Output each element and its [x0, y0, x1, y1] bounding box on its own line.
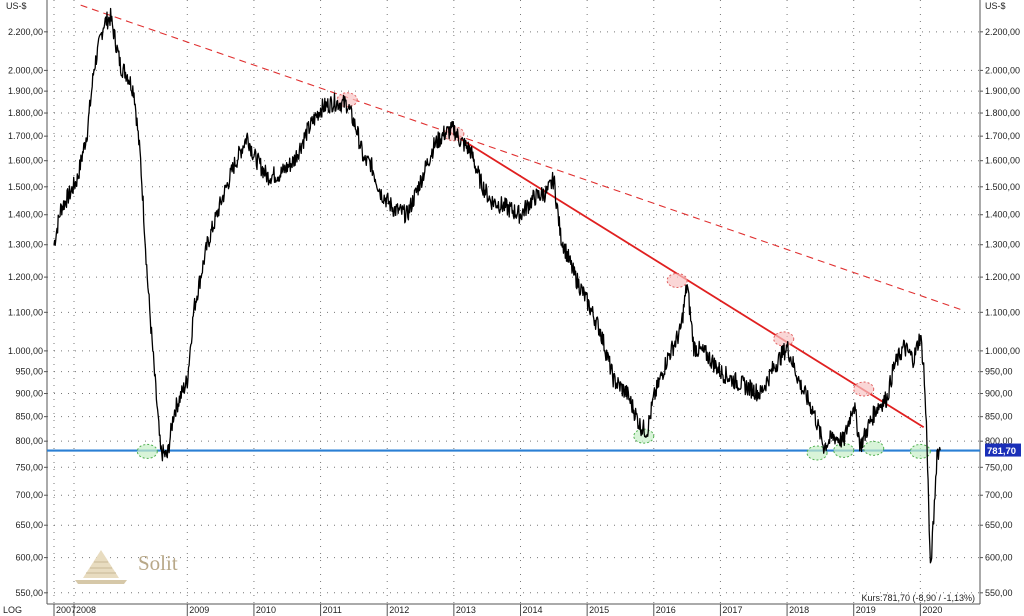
solit-logo: Solit	[75, 550, 178, 584]
price-series-line	[53, 7, 941, 564]
y-tick-label-right: 1.700,00	[985, 131, 1020, 141]
resistance-marker	[666, 272, 688, 288]
y-tick-label-right: 800,00	[985, 436, 1013, 446]
last-price-value: 781,70	[987, 446, 1016, 457]
y-axis-right: 550,00 600,00 650,00 700,00 750,00 800,00 850,…	[980, 27, 1020, 598]
y-tick-label-left: 2.200,00	[8, 27, 43, 37]
y-tick-label-right: 1.100,00	[985, 307, 1020, 317]
y-tick-label-left: 1.000,00	[8, 346, 43, 356]
y-tick-label-right: 1.200,00	[985, 272, 1020, 282]
y-tick-label-right: 900,00	[985, 389, 1013, 399]
last-price-tag: 781,70	[985, 443, 1021, 457]
x-tick-label: 2019	[856, 605, 876, 615]
x-tick-label: 2016	[656, 605, 676, 615]
y-tick-label-left: 1.900,00	[8, 86, 43, 96]
x-tick-label: 2010	[256, 605, 276, 615]
y-tick-label-right: 1.800,00	[985, 108, 1020, 118]
y-tick-label-right: 1.500,00	[985, 182, 1020, 192]
support-marker	[136, 443, 158, 459]
resistance-marker	[853, 381, 875, 397]
y-tick-label-right: 1.400,00	[985, 210, 1020, 220]
y-tick-label-left: 850,00	[15, 412, 43, 422]
y-axis-left: 550,00 600,00 650,00 700,00 750,00 800,00 850,…	[8, 27, 47, 598]
x-tick-label: 2008	[76, 605, 96, 615]
y-tick-label-right: 950,00	[985, 367, 1013, 377]
y-tick-label-left: 800,00	[15, 436, 43, 446]
x-tick-label: 2013	[456, 605, 476, 615]
y-tick-label-left: 1.100,00	[8, 307, 43, 317]
y-tick-label-left: 1.600,00	[8, 156, 43, 166]
support-marker	[806, 445, 828, 461]
x-axis: 2007 2008 2009 2010 2011 2012 2013 2014 2015 2016…	[53, 604, 942, 616]
y-tick-label-right: 1.600,00	[985, 156, 1020, 166]
y-tick-label-right: 1.900,00	[985, 86, 1020, 96]
x-tick-label: 2020	[922, 605, 942, 615]
currency-label-right: US-$	[985, 1, 1006, 11]
y-tick-label-left: 2.000,00	[8, 65, 43, 75]
y-tick-label-left: 700,00	[15, 490, 43, 500]
price-status: Kurs:781,70 (-8,90 / -1,13%)	[861, 593, 975, 603]
y-tick-label-left: 1.800,00	[8, 108, 43, 118]
x-tick-label: 2017	[722, 605, 742, 615]
brand-name: Solit	[138, 551, 178, 575]
y-tick-label-right: 2.000,00	[985, 65, 1020, 75]
x-tick-label: 2014	[523, 605, 543, 615]
y-tick-label-right: 600,00	[985, 553, 1013, 563]
y-tick-label-right: 750,00	[985, 462, 1013, 472]
y-tick-label-right: 550,00	[985, 588, 1013, 598]
series-layer	[53, 7, 941, 564]
y-tick-label-left: 1.500,00	[8, 182, 43, 192]
y-tick-label-left: 1.700,00	[8, 131, 43, 141]
y-tick-label-left: 900,00	[15, 389, 43, 399]
currency-label-left: US-$	[6, 1, 27, 11]
y-tick-label-right: 700,00	[985, 490, 1013, 500]
x-tick-label: 2018	[789, 605, 809, 615]
x-tick-label: 2012	[389, 605, 409, 615]
y-tick-label-right: 2.200,00	[985, 27, 1020, 37]
pyramid-icon	[75, 550, 127, 584]
y-tick-label-right: 650,00	[985, 520, 1013, 530]
support-marker	[863, 440, 885, 456]
y-tick-label-left: 1.400,00	[8, 210, 43, 220]
x-tick-label: 2011	[323, 605, 342, 615]
x-tick-label: 2007	[56, 605, 76, 615]
x-tick-label: 2009	[189, 605, 209, 615]
y-tick-label-left: 750,00	[15, 462, 43, 472]
y-tick-label-left: 950,00	[15, 367, 43, 377]
y-tick-label-left: 1.300,00	[8, 240, 43, 250]
y-tick-label-left: 650,00	[15, 520, 43, 530]
y-tick-label-left: 550,00	[15, 588, 43, 598]
log-scale-label[interactable]: LOG	[3, 605, 22, 615]
y-tick-label-left: 1.200,00	[8, 272, 43, 282]
support-marker	[909, 443, 931, 459]
x-tick-label: 2015	[589, 605, 609, 615]
y-tick-label-right: 1.000,00	[985, 346, 1020, 356]
y-tick-label-right: 850,00	[985, 412, 1013, 422]
y-tick-label-left: 600,00	[15, 553, 43, 563]
y-tick-label-right: 1.300,00	[985, 240, 1020, 250]
